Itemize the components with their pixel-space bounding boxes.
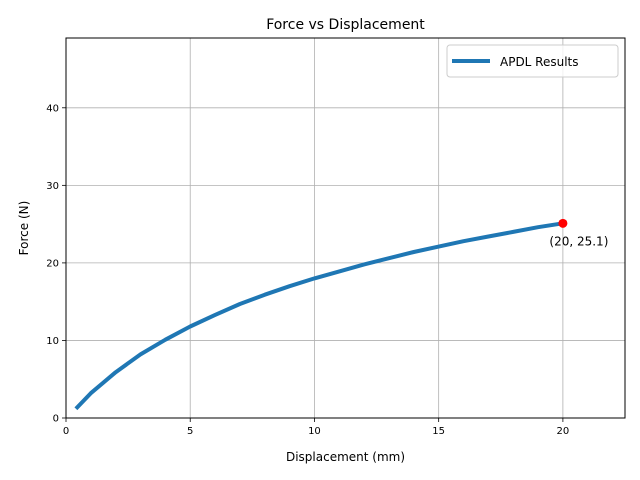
x-tick-label: 10 <box>308 426 321 437</box>
annotation-marker <box>558 218 568 228</box>
y-tick-label: 30 <box>46 181 59 192</box>
annotations: (20, 25.1) <box>549 218 608 248</box>
y-tick-label: 10 <box>46 336 59 347</box>
x-axis-ticks: 0 5 10 15 20 <box>63 418 569 437</box>
y-axis-label: Force (N) <box>17 201 31 256</box>
annotation-label: (20, 25.1) <box>549 234 608 248</box>
series-line-apdl-results <box>74 221 564 411</box>
y-tick-label: 0 <box>53 414 59 425</box>
y-axis-ticks: 0 10 20 30 40 <box>46 103 66 425</box>
legend-label: APDL Results <box>500 55 579 69</box>
y-tick-label: 20 <box>46 258 59 269</box>
y-tick-label: 40 <box>46 103 59 114</box>
x-tick-label: 0 <box>63 426 69 437</box>
chart-title: Force vs Displacement <box>266 17 425 33</box>
plot-frame <box>65 37 626 419</box>
x-tick-label: 5 <box>187 426 193 437</box>
x-axis-label: Displacement (mm) <box>286 450 405 464</box>
x-tick-label: 20 <box>557 426 570 437</box>
x-tick-label: 15 <box>432 426 445 437</box>
legend: APDL Results <box>446 44 619 78</box>
legend-box <box>446 44 619 78</box>
series-layer <box>74 221 564 411</box>
